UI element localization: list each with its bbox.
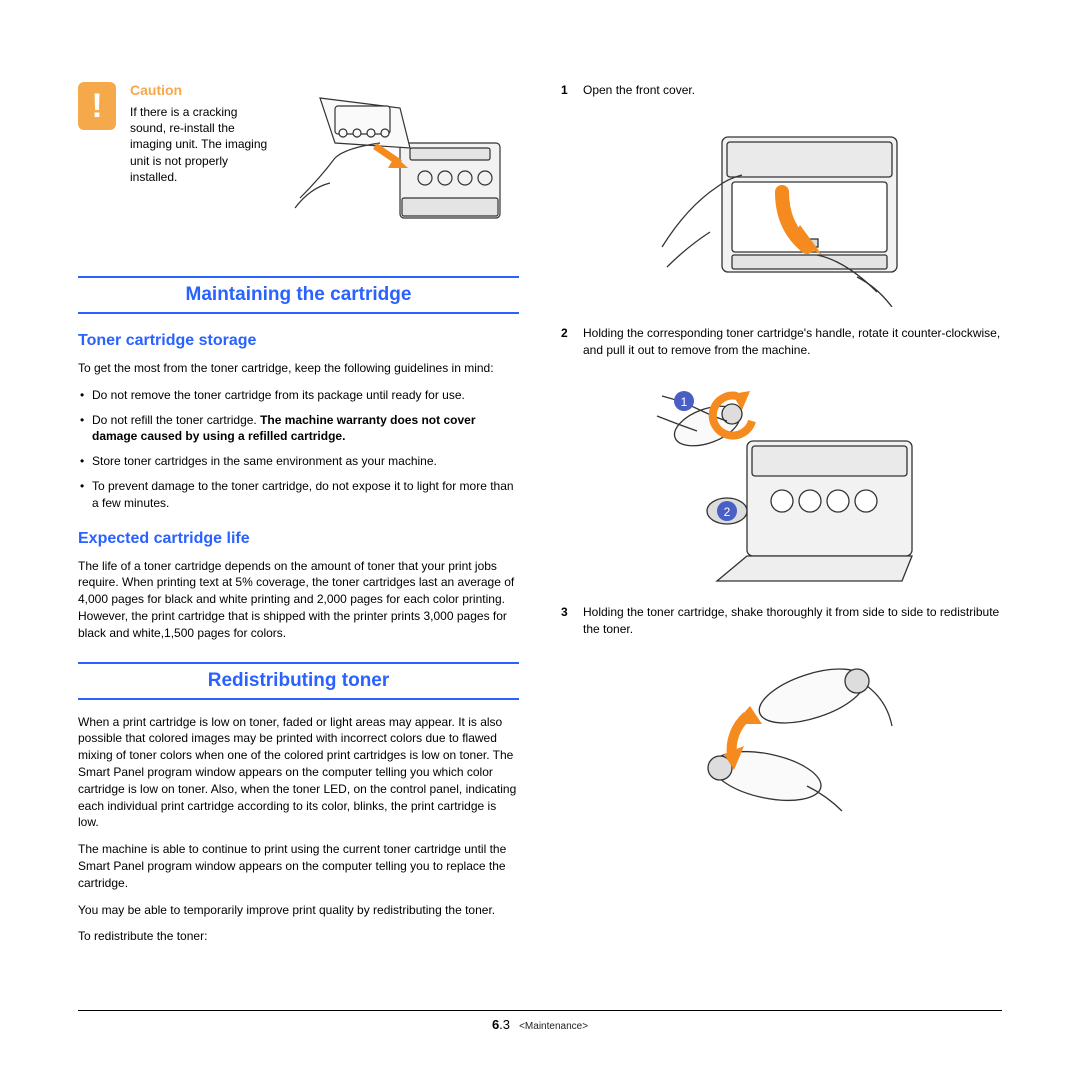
breadcrumb: <Maintenance>	[519, 1021, 588, 1032]
bullet-3: Store toner cartridges in the same envir…	[78, 453, 519, 470]
illus-imaging-unit	[270, 82, 519, 256]
step-1-text: Open the front cover.	[583, 82, 695, 99]
step-2-num: 2	[561, 325, 583, 359]
page-footer: 6.3 <Maintenance>	[78, 1010, 1002, 1032]
svg-text:1: 1	[680, 395, 687, 409]
svg-text:2: 2	[723, 505, 730, 519]
subhead-life: Expected cartridge life	[78, 530, 519, 548]
page: ! Caution If there is a cracking sound, …	[0, 0, 1080, 1080]
bullet-1: Do not remove the toner cartridge from i…	[78, 387, 519, 404]
illus-open-cover	[632, 107, 932, 307]
redist-p3: You may be able to temporarily improve p…	[78, 902, 519, 919]
step-3: 3 Holding the toner cartridge, shake tho…	[561, 604, 1002, 638]
step-2-text: Holding the corresponding toner cartridg…	[583, 325, 1002, 359]
right-column: 1 Open the front cover.	[561, 82, 1002, 955]
subhead-storage: Toner cartridge storage	[78, 332, 519, 350]
storage-bullets: Do not remove the toner cartridge from i…	[78, 387, 519, 512]
columns: ! Caution If there is a cracking sound, …	[78, 82, 1002, 955]
caution-body: If there is a cracking sound, re-install…	[130, 104, 270, 185]
storage-intro: To get the most from the toner cartridge…	[78, 360, 519, 377]
left-column: ! Caution If there is a cracking sound, …	[78, 82, 519, 955]
redist-p1: When a print cartridge is low on toner, …	[78, 714, 519, 832]
step-3-text: Holding the toner cartridge, shake thoro…	[583, 604, 1002, 638]
bullet-4: To prevent damage to the toner cartridge…	[78, 478, 519, 512]
step-1-num: 1	[561, 82, 583, 99]
section-title-redistributing: Redistributing toner	[78, 662, 519, 700]
redist-p2: The machine is able to continue to print…	[78, 841, 519, 891]
caution-title: Caution	[130, 82, 270, 98]
caution-icon: !	[78, 82, 116, 130]
step-2: 2 Holding the corresponding toner cartri…	[561, 325, 1002, 359]
step-3-num: 3	[561, 604, 583, 638]
caution-block: ! Caution If there is a cracking sound, …	[78, 82, 519, 256]
redist-p4: To redistribute the toner:	[78, 928, 519, 945]
section-title-maintaining: Maintaining the cartridge	[78, 276, 519, 314]
page-number: 6.3	[492, 1017, 510, 1032]
illus-remove-cartridge: 1 2	[632, 366, 932, 586]
illus-shake-cartridge	[652, 646, 912, 826]
caution-text-block: Caution If there is a cracking sound, re…	[130, 82, 270, 185]
step-1: 1 Open the front cover.	[561, 82, 1002, 99]
bullet-2: Do not refill the toner cartridge. The m…	[78, 412, 519, 446]
life-paragraph: The life of a toner cartridge depends on…	[78, 558, 519, 642]
